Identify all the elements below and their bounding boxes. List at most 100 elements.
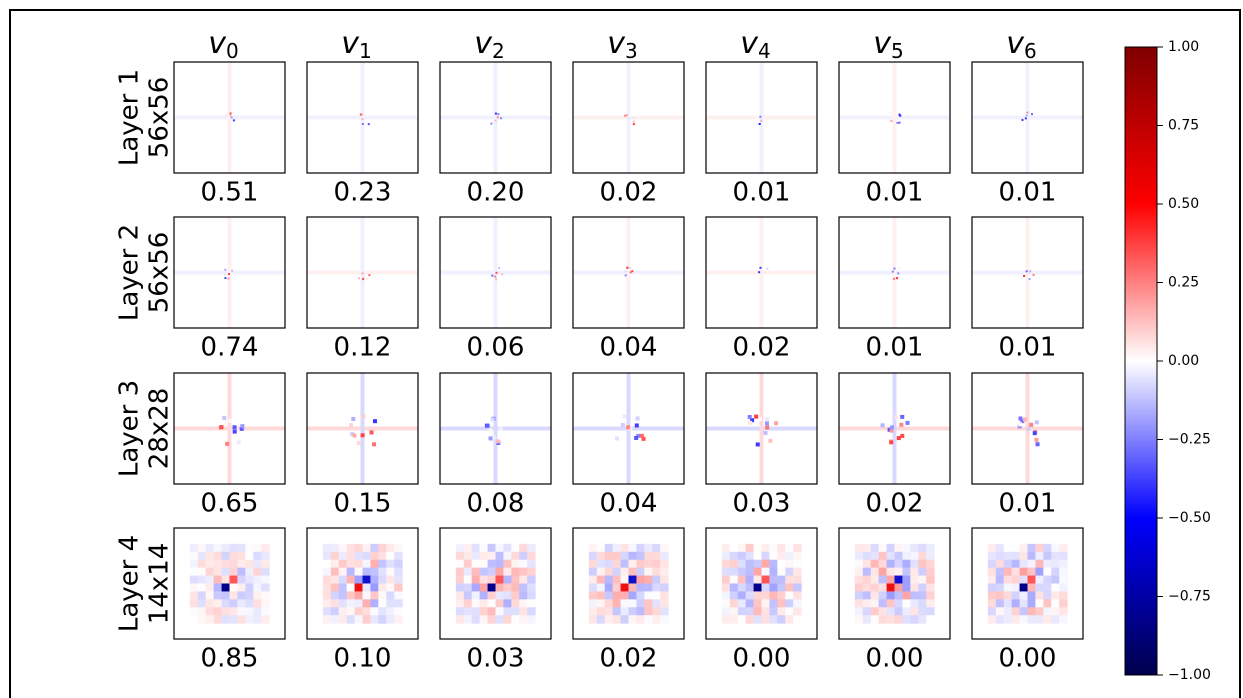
pixel [635,416,640,421]
pixel [479,559,489,569]
pixel [785,599,794,608]
explained-variance: 0.85 [201,644,259,674]
pixel [1027,543,1036,553]
pixel [361,272,364,275]
pixel [463,575,473,584]
explained-variance: 0.03 [467,644,525,674]
pixel [753,615,762,624]
pixel [793,575,802,584]
panel-border [439,527,552,640]
pixel [455,567,465,577]
pixel [628,575,637,584]
pixel [322,575,332,584]
pixel [261,575,270,584]
pixel [488,428,493,433]
pixel [362,543,371,553]
pixel [793,567,802,577]
pixel [620,607,629,616]
pixel [463,583,473,592]
pixel [370,583,379,592]
pixel [902,607,911,616]
label-subscript: 2 [492,39,505,63]
pixel [245,543,254,553]
panel [173,61,286,174]
pixel [902,559,911,569]
pixel [1035,575,1044,584]
pixel [1035,591,1044,600]
pixel [878,615,888,624]
column-label: v0 [208,26,239,63]
colorbar-tick-label: 0.50 [1168,196,1199,212]
pixel [330,575,340,584]
pixel [612,567,622,577]
pixel [1011,591,1021,600]
pixel [761,559,770,569]
pixel [253,575,262,584]
pixel [1051,543,1060,553]
pixel [471,575,481,584]
pixel [1035,559,1044,569]
pixel [354,559,363,569]
pixel [894,543,903,553]
pixel [221,615,230,624]
pixel [511,607,520,616]
pixel [769,615,778,624]
pixel [495,615,504,624]
pixel [239,426,244,431]
pixel [785,615,794,624]
pixel [479,543,489,553]
label-base: v [607,26,626,61]
pixel [370,575,379,584]
pixel [1032,431,1037,436]
pixel [527,543,536,553]
pixel [910,599,919,608]
pixel [372,419,377,424]
pixel [1051,551,1060,561]
pixel [620,551,629,561]
explained-variance: 0.06 [467,333,525,363]
pixel [197,583,207,592]
pixel [588,591,598,600]
explained-variance: 0.12 [334,333,392,363]
pixel [894,415,899,420]
pixel [900,433,905,438]
pixel [330,567,340,577]
pixel [870,607,880,616]
pixel [362,615,371,624]
panel [971,527,1084,640]
pixel [636,567,645,577]
pixel [644,567,653,577]
pixel [636,559,645,569]
pixel [213,583,223,592]
panel [572,61,685,174]
explained-variance: 0.01 [999,178,1057,208]
pixel [1059,559,1068,569]
pixel [894,591,903,600]
panel [971,372,1084,485]
pixel [338,551,348,561]
pixel [189,567,199,577]
pixel [487,575,496,584]
pixel [612,599,622,608]
pixel [197,591,207,600]
panel-border [971,61,1084,174]
pixel [612,591,622,600]
pixel [1030,113,1033,116]
pixel [322,607,332,616]
pixel [369,430,374,435]
pixel [224,421,229,426]
pixel [747,415,752,420]
pixel [894,583,903,592]
pixel [785,575,794,584]
pixel [490,122,493,125]
pixel [527,567,536,577]
pixel [1059,615,1068,624]
pixel [479,607,489,616]
pixel [519,615,528,624]
cross-v [892,62,897,173]
pixel [862,567,872,577]
pixel [346,615,356,624]
explained-variance: 0.02 [600,178,658,208]
pixel [463,615,473,624]
pixel [213,591,223,600]
